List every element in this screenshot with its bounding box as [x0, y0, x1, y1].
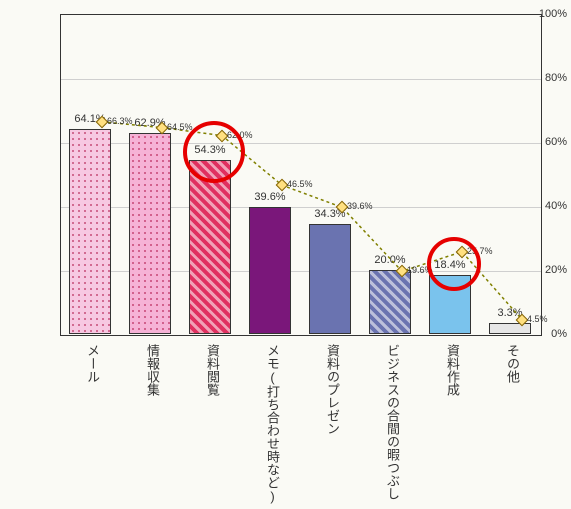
annotation-circle: [183, 121, 245, 183]
x-category-label: メモ(打ち合わせ時など): [263, 344, 282, 504]
x-category-label: ビジネスの合間の暇つぶし: [383, 344, 402, 500]
x-category-label: 資料閲覧: [203, 344, 222, 396]
line-value-label: 66.3%: [107, 116, 133, 126]
x-category-label: その他: [503, 344, 522, 383]
x-category-label: 情報収集: [143, 344, 162, 396]
x-category-label: メール: [83, 344, 102, 383]
annotation-circle: [427, 237, 481, 291]
x-category-label: 資料のプレゼン: [323, 344, 342, 435]
line-value-label: 4.5%: [527, 314, 548, 324]
line-value-label: 64.5%: [167, 122, 193, 132]
line-value-label: 39.6%: [347, 201, 373, 211]
x-category-label: 資料作成: [443, 344, 462, 396]
line-value-label: 46.5%: [287, 179, 313, 189]
